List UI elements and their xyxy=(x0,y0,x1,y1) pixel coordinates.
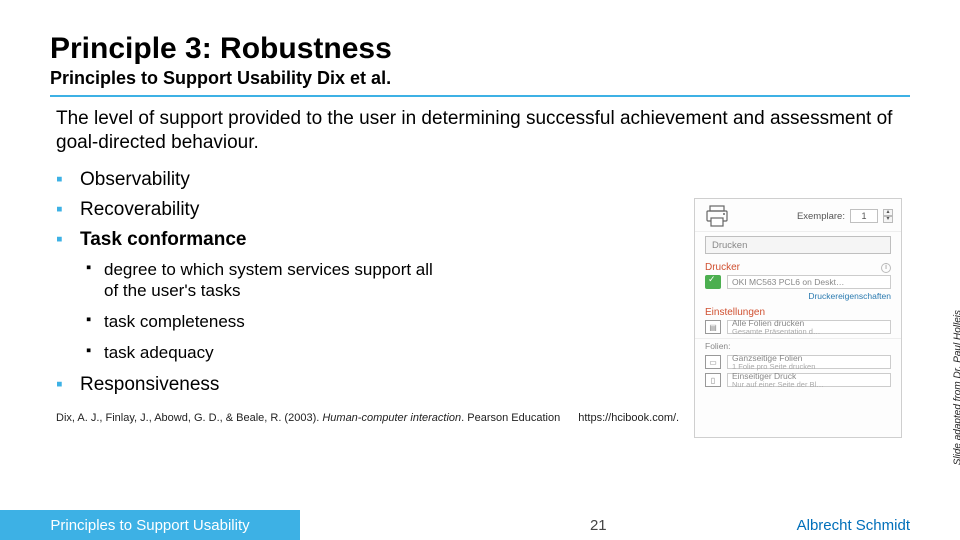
folien-label: Folien: xyxy=(695,341,901,353)
footer-author: Albrecht Schmidt xyxy=(797,517,960,534)
exemplare-spinner[interactable]: ▴▾ xyxy=(883,209,893,223)
citation-url: https://hcibook.com/. xyxy=(578,412,679,424)
sub-degree: degree to which system services support … xyxy=(86,259,446,302)
exemplare-input[interactable]: 1 xyxy=(850,209,878,223)
footer-left: Principles to Support Usability xyxy=(0,510,300,540)
print-range-select[interactable]: Alle Folien drucken Gesamte Präsentation… xyxy=(727,320,891,334)
exemplare-label: Exemplare: xyxy=(797,211,845,222)
printer-status-icon xyxy=(705,275,721,289)
citation-authors: Dix, A. J., Finlay, J., Abowd, G. D., & … xyxy=(56,412,322,424)
side-select[interactable]: Einseitiger Druck Nur auf einer Seite de… xyxy=(727,373,891,387)
citation-title: Human-computer interaction xyxy=(322,412,461,424)
printer-properties-link[interactable]: Druckereigenschaften xyxy=(695,291,901,305)
single-side-icon: ▯ xyxy=(705,373,721,387)
sub-completeness: task completeness xyxy=(86,311,446,332)
einstellungen-header: Einstellungen xyxy=(705,307,765,318)
drucker-header: Drucker xyxy=(705,262,740,273)
slides-all-icon: ▤ xyxy=(705,320,721,334)
slide-footer: Principles to Support Usability 21 Albre… xyxy=(0,510,960,540)
layout-select[interactable]: Ganzseitige Folien 1 Folie pro Seite dru… xyxy=(727,355,891,369)
drucken-button[interactable]: Drucken xyxy=(705,236,891,254)
print-dialog-screenshot: Exemplare: 1 ▴▾ Drucken Drucker i OKI MC… xyxy=(694,198,902,438)
info-icon[interactable]: i xyxy=(881,263,891,273)
slide-title: Principle 3: Robustness xyxy=(50,32,910,66)
principle-definition: The level of support provided to the use… xyxy=(50,107,910,155)
opt-fullpage-sub: 1 Folie pro Seite drucken xyxy=(732,363,815,371)
fullpage-icon: ▭ xyxy=(705,355,721,369)
printer-select[interactable]: OKI MC563 PCL6 on Deskt… xyxy=(727,275,891,289)
footer-page-number: 21 xyxy=(300,517,797,534)
printer-icon xyxy=(705,205,729,227)
opt-single-side-sub: Nur auf einer Seite der Bl… xyxy=(732,381,824,389)
sub-adequacy: task adequacy xyxy=(86,342,446,363)
bullet-observability: Observability xyxy=(56,169,910,191)
citation-rest: . Pearson Education xyxy=(461,412,560,424)
opt-all-slides-sub: Gesamte Präsentation d… xyxy=(732,328,820,336)
side-credit: Slide adapted from Dr. Paul Holleis xyxy=(952,310,960,465)
slide-subtitle: Principles to Support Usability Dix et a… xyxy=(50,68,910,97)
